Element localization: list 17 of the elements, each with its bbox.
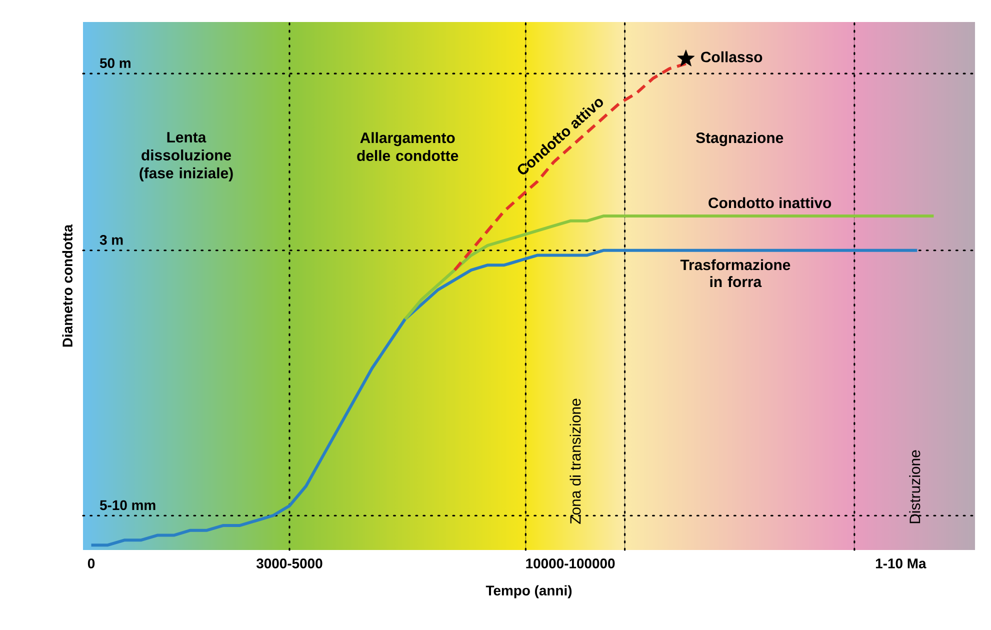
y-axis-title: Diametro condotta [62, 224, 72, 347]
annotation: Allargamento delle condotte [357, 132, 458, 162]
annotation: Collasso [701, 51, 762, 62]
x-tick-label: 1-10 Ma [876, 558, 926, 568]
x-tick-label: 0 [88, 558, 95, 568]
annotation: Zona di transizione [570, 398, 581, 524]
annotation: Lenta dissoluzione (fase iniziale) [140, 132, 233, 182]
ref-line-label: 5-10 mm [100, 500, 156, 510]
ref-line-label: 50 m [100, 58, 130, 68]
x-axis-title: Tempo (anni) [486, 585, 572, 598]
x-tick-label: 10000-100000 [526, 558, 615, 568]
x-tick-label: 3000-5000 [256, 558, 322, 568]
annotation: Distruzione [909, 450, 920, 524]
ref-line-label: 3 m [100, 234, 123, 245]
series-label: Trasformazione in forra [680, 259, 790, 288]
series-label: Condotto inattivo [708, 197, 832, 208]
annotation: Stagnazione [696, 132, 784, 146]
